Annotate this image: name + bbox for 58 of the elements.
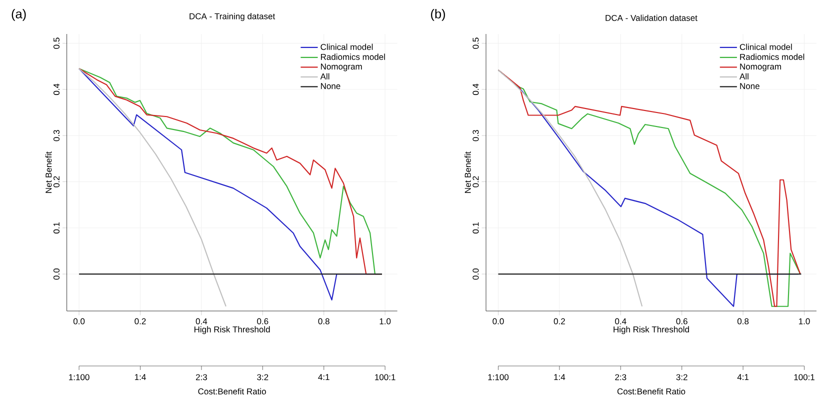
chart-title: DCA - Validation dataset [606, 14, 698, 21]
y-tick-label: 0.5 [54, 38, 60, 49]
y-tick-label: 0.2 [472, 176, 479, 188]
text: 100:1 [375, 374, 396, 380]
legend-label: Nomogram [320, 64, 362, 72]
text: 1:100 [69, 374, 90, 380]
x-axis-title: High Risk Threshold [194, 326, 270, 334]
legend-label: All [320, 73, 330, 80]
y-axis-title: Net Benefit [45, 152, 52, 193]
y-tick-label: 0.2 [54, 176, 60, 188]
y-tick-label: 0.0 [472, 268, 479, 280]
legend-label: All [740, 73, 748, 80]
text: 1:4 [554, 374, 566, 380]
y-axis-title: Net Benefit [464, 152, 471, 193]
x2-axis-title: Cost:Benefit Ratio [617, 388, 686, 394]
legend-label: Radiomics model [740, 54, 804, 60]
legend-label: Clinical model [320, 44, 373, 50]
y-tick-label: 0.3 [472, 130, 479, 142]
x-tick-label: 0.8 [737, 318, 749, 324]
x-tick-label: 0.0 [492, 318, 504, 324]
text: 1:4 [134, 374, 146, 380]
y-tick-label: 0.3 [54, 130, 60, 142]
x-tick-label: 1.0 [380, 318, 391, 324]
y-tick-label: 0.4 [472, 84, 479, 95]
x-tick-label: 0.4 [615, 318, 626, 324]
text: 3:2 [676, 374, 688, 380]
text: 2:3 [615, 374, 626, 380]
text: 4:1 [737, 374, 749, 380]
x-tick-label: 0.2 [554, 318, 565, 324]
x-tick-label: 0.8 [318, 318, 330, 324]
x-axis-title: High Risk Threshold [614, 326, 689, 334]
y-tick-label: 0.1 [54, 222, 60, 234]
legend-label: None [740, 83, 760, 90]
x-tick-label: 0.0 [73, 318, 85, 324]
text: (b) [431, 9, 445, 21]
line-series [498, 69, 643, 307]
legend-label: Clinical model [740, 44, 792, 50]
legend-label: None [320, 83, 340, 90]
text: 4:1 [318, 374, 330, 380]
y-tick-label: 0.0 [54, 268, 60, 280]
text: 3:2 [257, 374, 268, 380]
x-tick-label: 0.2 [134, 318, 146, 324]
text: 1:100 [488, 374, 509, 380]
text: 100:1 [794, 374, 814, 380]
x-tick-label: 0.6 [257, 318, 268, 324]
x-tick-label: 1.0 [798, 318, 810, 324]
y-tick-label: 0.4 [54, 84, 60, 95]
x-tick-label: 0.6 [676, 318, 688, 324]
line-series [78, 68, 226, 307]
x-tick-label: 0.4 [196, 318, 208, 324]
text: 2:3 [196, 374, 207, 380]
legend-label: Radiomics model [320, 54, 385, 60]
legend-label: Nomogram [740, 64, 781, 72]
y-tick-label: 0.1 [472, 222, 479, 234]
x2-axis-title: Cost:Benefit Ratio [198, 388, 266, 394]
chart-title: DCA - Training dataset [190, 13, 276, 21]
text: (a) [12, 9, 26, 21]
y-tick-label: 0.5 [472, 38, 479, 49]
